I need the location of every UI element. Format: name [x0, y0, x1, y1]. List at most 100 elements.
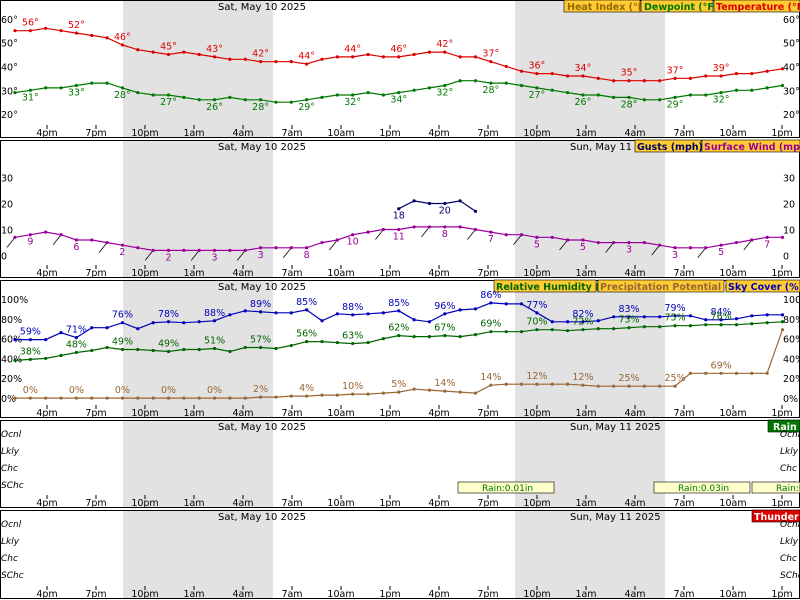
- dewpoint-point: [658, 98, 662, 102]
- time-label: 4am: [624, 128, 645, 139]
- temperature-point: [13, 29, 17, 33]
- temperature-point: [780, 67, 785, 71]
- gusts-label: 20: [439, 205, 451, 216]
- y-tick-label: 20°: [783, 110, 800, 121]
- y-tick-label: 20: [783, 199, 795, 210]
- pop-point: [335, 393, 339, 397]
- wind-barb: [421, 226, 430, 238]
- dewpoint-point: [44, 86, 48, 90]
- sky-label: 84%: [711, 307, 732, 318]
- temperature-label: 42°: [252, 49, 269, 60]
- time-label: 4pm: [428, 498, 449, 509]
- temperature-point: [550, 71, 554, 76]
- time-label: 4pm: [428, 589, 449, 600]
- sky-point: [627, 315, 631, 319]
- rh-point: [366, 340, 370, 345]
- temperature-label: 52°: [68, 20, 85, 31]
- time-label: 7am: [673, 589, 694, 600]
- pop-point: [473, 391, 478, 395]
- pop-point: [535, 382, 539, 386]
- dewpoint-point: [719, 91, 723, 95]
- sky-label: 71%: [66, 325, 87, 336]
- rh-point: [535, 328, 539, 332]
- sky-label: 96%: [434, 301, 455, 312]
- gusts-legend-box: [634, 139, 702, 153]
- pop-label: 10%: [342, 381, 363, 392]
- y-tick-label: 10: [1, 226, 13, 237]
- y-tick-label: 60%: [783, 335, 800, 346]
- pop-point: [166, 396, 171, 400]
- sky-point: [519, 302, 524, 306]
- temperature-point: [673, 76, 677, 80]
- temperature-point: [519, 69, 524, 73]
- gusts-point: [458, 199, 462, 203]
- pop-point: [612, 384, 616, 388]
- category-label: Lkly: [780, 447, 799, 457]
- time-label: 4pm: [428, 128, 449, 139]
- time-label: 7pm: [85, 128, 106, 139]
- rain-panel: Sat, May 10 2025 Sun, May 11 2025 Rain 4…: [0, 419, 800, 509]
- temperature-panel: Sat, May 10 2025 Heat Index (°F) Dewpoin…: [0, 0, 800, 139]
- y-tick-label: 30: [783, 173, 795, 184]
- time-label: 10pm: [523, 268, 550, 279]
- surface-wind-legend-box: [701, 139, 800, 153]
- rh-point: [519, 330, 524, 334]
- rh-point: [305, 339, 309, 344]
- pop-point: [28, 396, 32, 400]
- time-label: 1am: [183, 268, 204, 279]
- rh-point: [550, 328, 554, 332]
- dewpoint-label: 29°: [298, 102, 315, 113]
- gusts-line: [398, 200, 476, 212]
- night-shade: [123, 420, 273, 507]
- pop-point: [197, 396, 201, 400]
- temperature-point: [335, 55, 339, 59]
- time-label: 7pm: [477, 268, 498, 279]
- pop-label: 25%: [664, 373, 685, 384]
- gusts-point: [443, 201, 447, 206]
- sky-point: [381, 311, 385, 315]
- night-shade: [515, 510, 665, 598]
- dewpoint-point: [596, 93, 600, 97]
- y-tick-label: 10: [783, 226, 795, 237]
- wind-label: 11: [393, 232, 405, 243]
- night-shade: [123, 510, 273, 598]
- sky-label: 86%: [480, 290, 501, 301]
- dewpoint-point: [289, 100, 293, 104]
- temperature-point: [443, 50, 447, 54]
- rh-point: [44, 356, 48, 361]
- sky-point: [120, 321, 125, 325]
- sky-point: [182, 321, 186, 325]
- dewpoint-point: [212, 98, 217, 102]
- y-tick-label: 0: [783, 252, 789, 263]
- surface-wind-legend: Surface Wind (mph): [704, 142, 800, 153]
- dewpoint-label: 31°: [22, 92, 39, 103]
- dewpoint-point: [780, 83, 785, 88]
- sky-point: [673, 314, 677, 318]
- rh-point: [166, 349, 171, 354]
- wind-point: [44, 230, 48, 234]
- wind-point: [627, 240, 631, 245]
- wind-label: 7: [488, 234, 494, 245]
- pop-point: [151, 396, 155, 400]
- temperature-point: [704, 74, 708, 78]
- rh-label: 38%: [20, 346, 41, 357]
- category-label: Lkly: [780, 537, 799, 547]
- temperature-point: [596, 76, 600, 80]
- temperature-point: [105, 36, 109, 40]
- wind-point: [765, 235, 769, 239]
- pop-point: [381, 391, 385, 395]
- rh-point: [335, 340, 339, 345]
- sky-point: [596, 319, 600, 323]
- time-label: 4am: [232, 408, 253, 419]
- time-label: 1pm: [379, 128, 400, 139]
- wind-barb: [190, 250, 200, 261]
- sky-point: [642, 315, 646, 319]
- category-label: Ocnl: [1, 430, 22, 440]
- temperature-point: [734, 71, 739, 76]
- sky-point: [489, 301, 493, 305]
- dewpoint-point: [397, 91, 401, 95]
- time-label: 10am: [327, 498, 354, 509]
- wind-barb: [513, 234, 522, 245]
- rh-legend: Relative Humidity (%): [496, 282, 613, 293]
- dewpoint-point: [182, 95, 186, 100]
